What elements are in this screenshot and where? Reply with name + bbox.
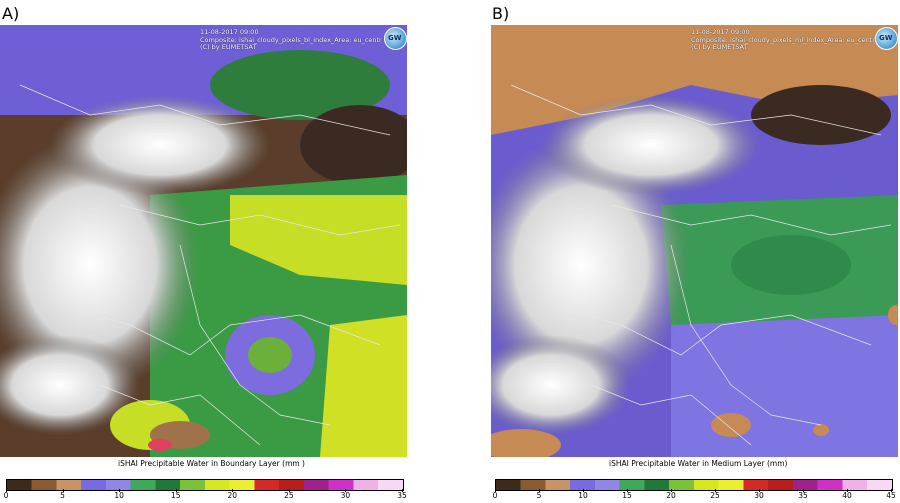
colorbar-tick-label: 25	[284, 491, 294, 500]
colorbar-tick-label: 0	[492, 491, 498, 500]
colorbar-tick-label: 0	[3, 491, 9, 500]
eumetsat-gw-logo-icon: GW	[384, 27, 407, 50]
colorbar-tick	[119, 489, 121, 492]
panel-b-header-copyright: (C) by EUMETSAT	[691, 43, 748, 52]
colorbar-tick	[539, 489, 540, 492]
logo-text: GW	[388, 34, 402, 42]
colorbar-tick-label: 40	[842, 491, 852, 500]
colorbar-tick	[232, 489, 234, 492]
colorbar-tick-label: 15	[622, 491, 632, 500]
eumetsat-gw-logo-icon: GW	[875, 27, 898, 50]
colorbar-tick-label: 35	[397, 491, 407, 500]
colorbar-tick-label: 20	[227, 491, 238, 500]
panel-b-header-composite: Composite: ishai_cloudy_pixels_ml_index_…	[691, 35, 875, 44]
colorbar-tick	[583, 489, 584, 492]
panel-b-letter: B)	[492, 4, 510, 23]
panel-b-header: 11-08-2017 09:00 Composite: ishai_cloudy…	[691, 28, 875, 52]
panel-b-map: 11-08-2017 09:00 Composite: ishai_cloudy…	[491, 25, 898, 457]
colorbar-tick-label: 15	[170, 491, 181, 500]
colorbar-tick-label: 5	[536, 491, 542, 500]
panel-a-caption: iSHAI Precipitable Water in Boundary Lay…	[118, 459, 305, 468]
panel-a-header-datetime: 11-08-2017 09:00	[200, 28, 259, 36]
colorbar-tick-label: 25	[710, 491, 720, 500]
colorbar-tick	[803, 489, 804, 492]
colorbar-tick	[847, 489, 848, 492]
colorbar-tick	[671, 489, 672, 492]
colorbar-tick	[175, 489, 177, 492]
colorbar-tick	[62, 489, 64, 492]
colorbar-tick	[402, 489, 403, 492]
colorbar-tick-label: 35	[798, 491, 808, 500]
colorbar-tick-label: 10	[114, 491, 124, 500]
panel-a-header-copyright: (C) by EUMETSAT	[200, 43, 257, 52]
panel-b-header-datetime: 11-08-2017 09:00	[691, 28, 750, 36]
colorbar-tick	[345, 489, 347, 492]
colorbar-tick-label: 20	[666, 491, 676, 500]
logo-text: GW	[879, 34, 893, 42]
panel-a-map-image	[0, 25, 407, 457]
colorbar-tick	[6, 489, 7, 492]
colorbar-tick	[891, 489, 892, 492]
colorbar-tick	[627, 489, 628, 492]
panel-a-header-composite: Composite: ishai_cloudy_pixels_bl_index_…	[200, 35, 382, 44]
colorbar-tick-label: 10	[578, 491, 588, 500]
colorbar-tick-label: 5	[60, 491, 65, 500]
colorbar-tick-label: 30	[340, 491, 351, 500]
panel-b-map-image	[491, 25, 898, 457]
panel-b-caption: iSHAI Precipitable Water in Medium Layer…	[609, 459, 788, 468]
colorbar-tick	[288, 489, 290, 492]
colorbar-tick-label: 30	[754, 491, 764, 500]
panel-a-letter: A)	[2, 4, 20, 23]
colorbar-tick	[759, 489, 760, 492]
colorbar-tick	[495, 489, 496, 492]
panel-a-map: 11-08-2017 09:00 Composite: ishai_cloudy…	[0, 25, 407, 457]
panel-b-colorbar	[495, 479, 893, 491]
panel-a-header: 11-08-2017 09:00 Composite: ishai_cloudy…	[200, 28, 382, 52]
panel-a-colorbar	[6, 479, 404, 491]
colorbar-tick-label: 45	[886, 491, 896, 500]
colorbar-tick	[715, 489, 716, 492]
